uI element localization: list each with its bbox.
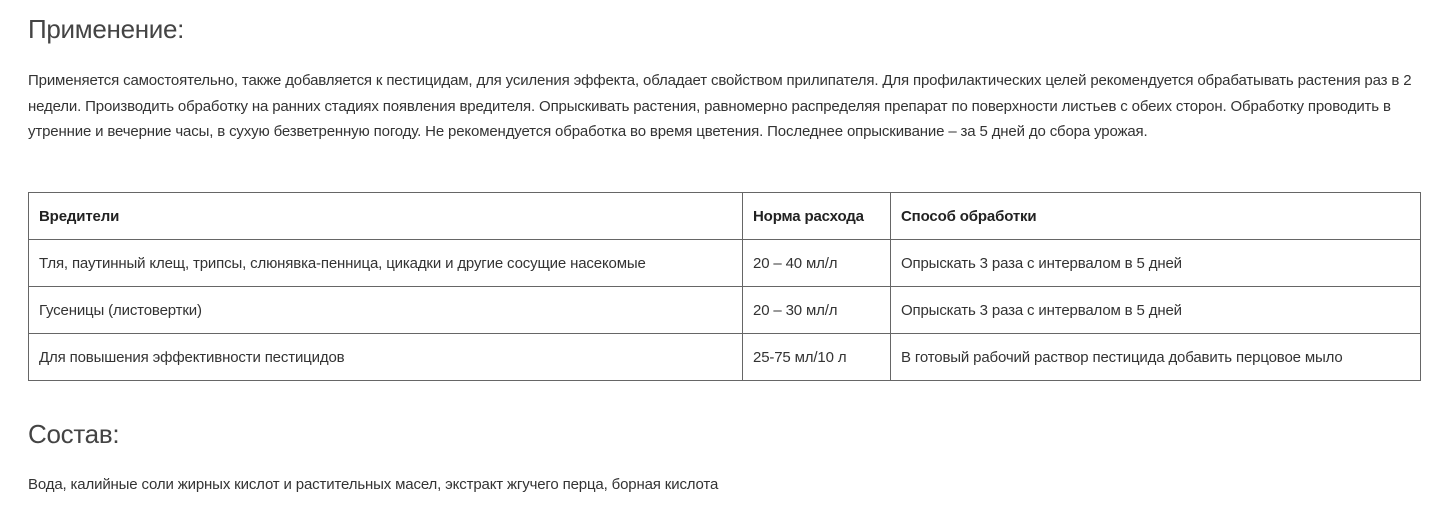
cell-method: Опрыскать 3 раза с интервалом в 5 дней <box>890 239 1421 287</box>
usage-table: Вредители Норма расхода Способ обработки… <box>28 192 1421 381</box>
cell-method: В готовый рабочий раствор пестицида доба… <box>890 333 1421 381</box>
cell-pests: Гусеницы (листовертки) <box>28 286 743 334</box>
composition-paragraph: Вода, калийные соли жирных кислот и раст… <box>28 476 719 493</box>
table-row: Для повышения эффективности пестицидов 2… <box>28 333 1421 381</box>
cell-pests: Тля, паутинный клещ, трипсы, слюнявка-пе… <box>28 239 743 287</box>
header-method: Способ обработки <box>890 192 1421 240</box>
table-row: Тля, паутинный клещ, трипсы, слюнявка-пе… <box>28 239 1421 287</box>
cell-rate: 20 – 40 мл/л <box>742 239 891 287</box>
application-heading: Применение: <box>28 14 185 44</box>
cell-rate: 20 – 30 мл/л <box>742 286 891 334</box>
table-row: Гусеницы (листовертки) 20 – 30 мл/л Опры… <box>28 286 1421 334</box>
header-rate: Норма расхода <box>742 192 891 240</box>
composition-heading: Состав: <box>28 419 120 449</box>
table-header-row: Вредители Норма расхода Способ обработки <box>28 192 1421 240</box>
cell-rate: 25-75 мл/10 л <box>742 333 891 381</box>
cell-pests: Для повышения эффективности пестицидов <box>28 333 743 381</box>
header-pests: Вредители <box>28 192 743 240</box>
application-paragraph: Применяется самостоятельно, также добавл… <box>28 72 1412 140</box>
cell-method: Опрыскать 3 раза с интервалом в 5 дней <box>890 286 1421 334</box>
